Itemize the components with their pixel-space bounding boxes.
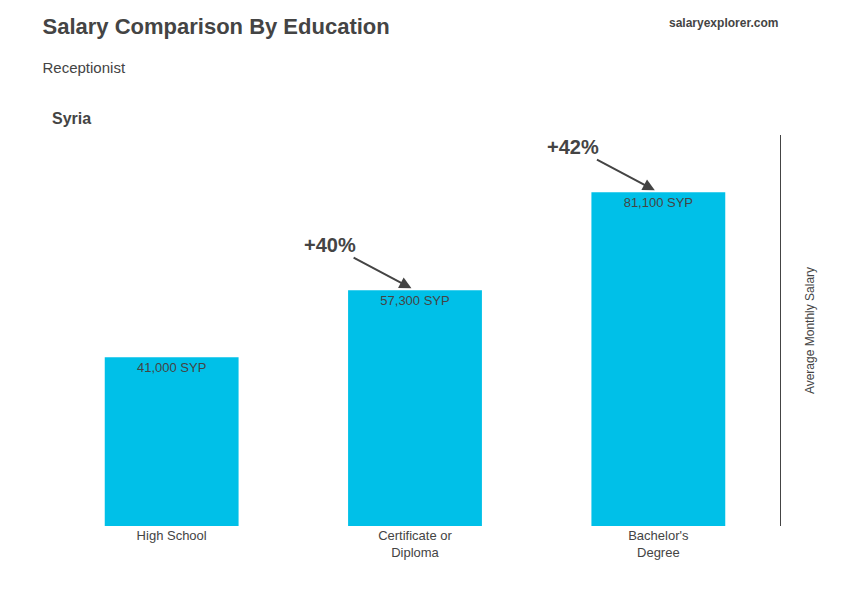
svg-text:81,100 SYP: 81,100 SYP	[624, 195, 693, 210]
svg-text:41,000 SYP: 41,000 SYP	[137, 360, 206, 375]
svg-text:Average Monthly Salary: Average Monthly Salary	[803, 267, 817, 394]
svg-text:salaryexplorer.com: salaryexplorer.com	[669, 16, 778, 30]
svg-text:Receptionist: Receptionist	[43, 59, 126, 76]
svg-text:57,300 SYP: 57,300 SYP	[380, 293, 449, 308]
svg-text:+42%: +42%	[547, 136, 599, 158]
svg-text:Syria: Syria	[52, 110, 91, 127]
svg-text:+40%: +40%	[304, 234, 356, 256]
svg-text:High School: High School	[137, 528, 207, 543]
svg-text:Bachelor'sDegree: Bachelor'sDegree	[628, 528, 689, 560]
svg-text:Salary Comparison By Education: Salary Comparison By Education	[43, 14, 390, 39]
svg-text:Certificate orDiploma: Certificate orDiploma	[378, 528, 452, 560]
